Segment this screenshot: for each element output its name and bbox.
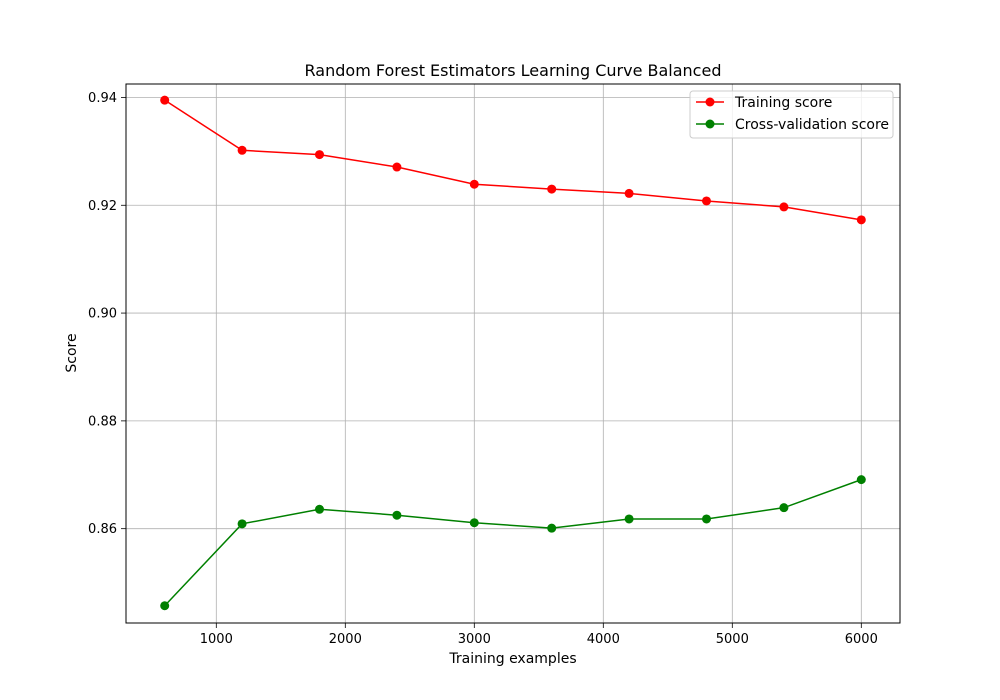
training-score-point	[547, 184, 557, 194]
cross-validation-score-point	[315, 504, 324, 514]
training-score-point	[469, 179, 479, 189]
legend-cv-label: Cross-validation score	[735, 117, 889, 133]
cross-validation-score-point	[237, 519, 247, 529]
training-score-point	[160, 95, 170, 105]
cross-validation-score-point	[779, 503, 789, 513]
cross-validation-score-point	[160, 601, 170, 611]
series-layer	[160, 95, 866, 611]
training-score-point	[779, 202, 789, 212]
y-tick-label: 0.92	[88, 199, 117, 214]
y-tick-label: 0.88	[88, 414, 117, 429]
y-axis-label: Score	[64, 333, 80, 372]
cross-validation-score-point	[392, 510, 402, 520]
x-tick-label: 4000	[587, 632, 620, 647]
legend: Training score Cross-validation score	[689, 90, 894, 139]
y-tick-label: 0.90	[88, 307, 117, 322]
legend-training-label: Training score	[734, 95, 832, 111]
training-score-point	[315, 150, 324, 160]
legend-training-swatch-marker	[705, 97, 715, 107]
training-score-point	[392, 162, 402, 172]
cross-validation-score-line	[164, 478, 862, 607]
training-score-point	[702, 196, 711, 206]
y-tick-label: 0.86	[88, 522, 117, 537]
cross-validation-score-point	[624, 514, 634, 524]
cross-validation-score-point	[547, 523, 557, 533]
training-score-point	[237, 145, 247, 155]
training-score-point	[624, 188, 634, 198]
x-tick-label: 1000	[200, 632, 233, 647]
x-tick-label: 6000	[845, 632, 878, 647]
cross-validation-score-point	[469, 518, 479, 528]
x-tick-label: 2000	[329, 632, 362, 647]
y-tick-label: 0.94	[88, 91, 117, 106]
legend-cv-swatch-marker	[705, 119, 715, 129]
chart-title: Random Forest Estimators Learning Curve …	[305, 61, 722, 80]
legend-box	[689, 90, 894, 139]
x-tick-label: 3000	[458, 632, 491, 647]
plot-area-frame	[125, 83, 901, 624]
x-tick-label: 5000	[716, 632, 749, 647]
cross-validation-score-point	[702, 514, 711, 524]
y-axis-ticks: 0.86 0.88 0.90 0.92 0.94	[88, 91, 126, 537]
cross-validation-score-point	[856, 475, 866, 485]
training-score-point	[856, 215, 866, 225]
x-axis-ticks: 1000 2000 3000 4000 5000 6000	[200, 623, 878, 647]
x-axis-label: Training examples	[448, 651, 576, 667]
training-score-line	[164, 99, 862, 221]
